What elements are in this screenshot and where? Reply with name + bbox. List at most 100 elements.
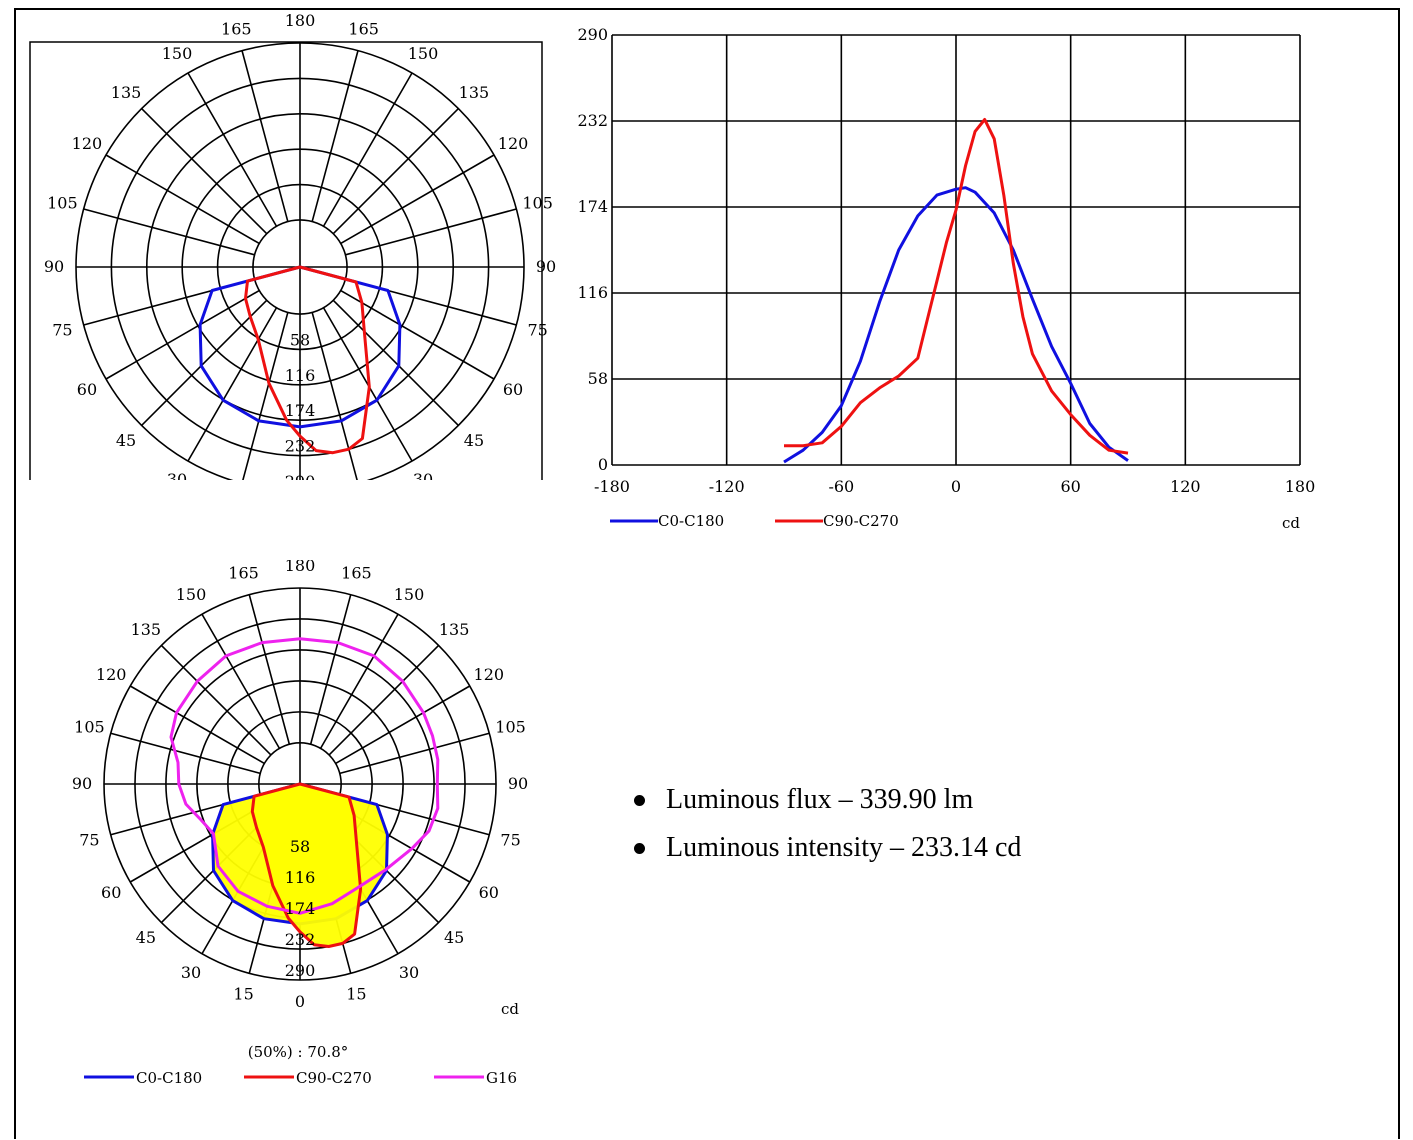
polar-angle-label: 105 bbox=[74, 718, 105, 737]
polar-angle-label: 90 bbox=[508, 774, 528, 793]
bullet-icon bbox=[634, 795, 645, 806]
polar-spoke bbox=[322, 72, 413, 227]
polar-angle-label: 45 bbox=[464, 431, 484, 450]
polar-angle-label: 45 bbox=[444, 928, 464, 947]
polar-angle-label: 150 bbox=[408, 44, 439, 63]
unit-label: cd bbox=[1282, 514, 1300, 532]
polar-angle-label: 165 bbox=[348, 19, 379, 38]
polar-spoke bbox=[335, 685, 471, 765]
polar-radial-label: 290 bbox=[285, 961, 316, 980]
photometric-stats: Luminous flux – 339.90 lm Luminous inten… bbox=[634, 776, 1021, 872]
polar-spoke bbox=[340, 289, 495, 380]
polar-spoke bbox=[311, 50, 359, 222]
polar-spoke bbox=[105, 289, 260, 380]
x-tick-label: -60 bbox=[828, 477, 854, 496]
line-series-c90_c270 bbox=[784, 118, 1129, 455]
polar-angle-label: 165 bbox=[221, 19, 252, 38]
bullet-icon bbox=[634, 843, 645, 854]
polar-angle-label: 60 bbox=[77, 380, 97, 399]
polar-angle-label: 90 bbox=[72, 774, 92, 793]
polar-spoke bbox=[105, 154, 260, 245]
polar-spoke bbox=[201, 613, 281, 749]
polar-angle-label: 120 bbox=[474, 665, 505, 684]
unit-label: cd bbox=[501, 1000, 519, 1018]
polar-angle-label: 135 bbox=[459, 83, 490, 102]
polar-spoke bbox=[319, 613, 399, 749]
polar-angle-label: 75 bbox=[79, 830, 99, 849]
polar-angle-label: 135 bbox=[131, 620, 162, 639]
y-tick-label: 0 bbox=[598, 455, 608, 474]
y-tick-label: 290 bbox=[577, 25, 608, 44]
polar-spoke bbox=[311, 312, 358, 480]
polar-chart-frame bbox=[29, 41, 543, 480]
polar-spoke bbox=[242, 312, 289, 480]
polar-radial-label: 232 bbox=[285, 930, 316, 949]
polar-angle-label: 45 bbox=[116, 431, 136, 450]
polar-spoke bbox=[328, 644, 440, 756]
polar-angle-label: 120 bbox=[96, 665, 127, 684]
polar-spoke bbox=[309, 594, 352, 745]
polar-spoke bbox=[187, 72, 278, 227]
polar-angle-label: 150 bbox=[176, 585, 207, 604]
polar-angle-label: 15 bbox=[346, 985, 366, 1004]
polar-radial-label: 116 bbox=[285, 366, 316, 385]
polar-chart-bottom: 0 15 15 30 30 45 45 60 60 75 75 90 90 105 105 120 120 135… bbox=[72, 560, 528, 1087]
polar-radial-label: 232 bbox=[285, 437, 316, 456]
polar-angle-label: 75 bbox=[527, 321, 547, 340]
polar-chart-top: 0151530304545606075759090105105120120135… bbox=[29, 11, 556, 480]
legend-label: C0-C180 bbox=[136, 1069, 202, 1087]
polar-spoke bbox=[141, 108, 268, 235]
polar-angle-label: 30 bbox=[167, 470, 187, 480]
polar-angle-label: 105 bbox=[47, 193, 78, 212]
legend-label: G16 bbox=[486, 1069, 517, 1087]
polar-radial-label: 58 bbox=[290, 837, 310, 856]
x-tick-label: 60 bbox=[1060, 477, 1080, 496]
stat-luminous-flux: Luminous flux – 339.90 lm bbox=[634, 776, 1021, 824]
polar-radial-label: 290 bbox=[285, 472, 316, 480]
polar-series-g16 bbox=[169, 637, 440, 915]
polar-angle-label: 135 bbox=[111, 83, 142, 102]
polar-angle-label: 150 bbox=[394, 585, 425, 604]
polar-angle-label: 120 bbox=[72, 134, 103, 153]
polar-spoke bbox=[248, 594, 291, 745]
stat-text: Luminous intensity – 233.14 cd bbox=[666, 832, 1022, 863]
polar-spoke bbox=[339, 732, 490, 775]
legend-label: C0-C180 bbox=[658, 512, 724, 530]
stat-luminous-intensity: Luminous intensity – 233.14 cd bbox=[634, 824, 1021, 872]
polar-spoke bbox=[141, 299, 268, 426]
polar-spoke bbox=[241, 50, 289, 222]
polar-angle-label: 120 bbox=[498, 134, 529, 153]
polar-spoke bbox=[187, 307, 278, 462]
polar-angle-label: 0 bbox=[295, 992, 305, 1011]
polar-spoke bbox=[129, 685, 265, 765]
beam-angle-label: (50%) : 70.8° bbox=[248, 1043, 349, 1061]
polar-angle-label: 180 bbox=[285, 11, 316, 30]
polar-angle-label: 30 bbox=[399, 963, 419, 982]
polar-angle-label: 90 bbox=[536, 257, 556, 276]
polar-angle-label: 75 bbox=[52, 321, 72, 340]
polar-series-c90_c270 bbox=[244, 265, 371, 455]
x-tick-label: 0 bbox=[951, 477, 961, 496]
polar-radial-label: 116 bbox=[285, 868, 316, 887]
polar-angle-label: 105 bbox=[495, 718, 526, 737]
y-tick-label: 58 bbox=[588, 369, 608, 388]
y-tick-label: 116 bbox=[577, 283, 608, 302]
polar-spoke bbox=[332, 299, 459, 426]
x-tick-label: -180 bbox=[594, 477, 630, 496]
polar-spoke bbox=[110, 732, 261, 775]
polar-angle-label: 105 bbox=[522, 193, 553, 212]
legend-label: C90-C270 bbox=[823, 512, 899, 530]
polar-angle-label: 165 bbox=[341, 563, 372, 582]
polar-angle-label: 180 bbox=[285, 560, 316, 575]
polar-spoke bbox=[345, 208, 517, 256]
polar-angle-label: 165 bbox=[228, 563, 259, 582]
polar-angle-label: 15 bbox=[233, 985, 253, 1004]
x-tick-label: -120 bbox=[709, 477, 745, 496]
polar-radial-label: 174 bbox=[285, 401, 316, 420]
x-tick-label: 180 bbox=[1285, 477, 1316, 496]
y-tick-label: 232 bbox=[577, 111, 608, 130]
line-chart: -180 -120 -60 0 60 120 180 0 58 116 174 232 290 cd C0-… bbox=[577, 25, 1316, 532]
polar-angle-label: 60 bbox=[503, 380, 523, 399]
y-tick-label: 174 bbox=[577, 197, 608, 216]
polar-angle-label: 30 bbox=[181, 963, 201, 982]
